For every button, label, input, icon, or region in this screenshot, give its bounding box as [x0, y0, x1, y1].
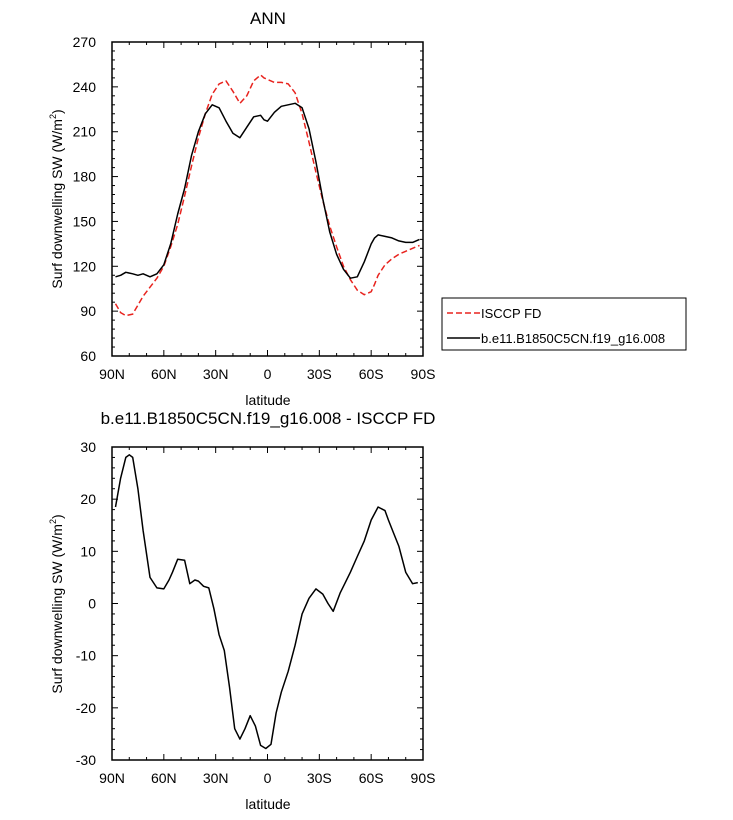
- series-line-isccp: [114, 74, 420, 317]
- x-tick-label: 30S: [307, 366, 332, 382]
- x-tick-label: 0: [264, 366, 272, 382]
- y-tick-label: 150: [73, 213, 97, 229]
- y-tick-label: 10: [80, 543, 96, 559]
- y-tick-label: 30: [80, 439, 96, 455]
- y-tick-label: -10: [76, 648, 96, 664]
- x-axis-label: latitude: [245, 392, 290, 408]
- y-tick-label: 240: [73, 79, 97, 95]
- series-line-model: [115, 102, 420, 279]
- y-axis-label-text: Surf downwelling SW (W/m: [49, 524, 65, 694]
- y-tick-label: 210: [73, 124, 97, 140]
- y-axis-label-text: Surf downwelling SW (W/m: [49, 119, 65, 289]
- legend-label-model: b.e11.B1850C5CN.f19_g16.008: [481, 331, 665, 346]
- x-tick-label: 60N: [151, 366, 177, 382]
- y-tick-label: 270: [73, 34, 97, 50]
- plot-frame: [111, 446, 424, 761]
- y-axis-label-superscript: 2: [48, 114, 58, 119]
- y-axis-label-close: ): [49, 109, 65, 114]
- legend: ISCCP FD b.e11.B1850C5CN.f19_g16.008: [441, 297, 687, 351]
- y-axis-label-close: ): [49, 514, 65, 519]
- axis-ticks: [111, 41, 424, 357]
- y-tick-label: 20: [80, 491, 96, 507]
- panel-bottom: b.e11.B1850C5CN.f19_g16.008 - ISCCP FD 9…: [48, 409, 435, 812]
- plot-frame: [111, 41, 424, 357]
- plot-lines: [114, 454, 418, 750]
- x-tick-label: 30N: [203, 770, 229, 786]
- y-tick-label: 90: [80, 303, 96, 319]
- x-tick-label: 60N: [151, 770, 177, 786]
- x-axis-label: latitude: [245, 796, 290, 812]
- axis-ticks: [111, 446, 424, 761]
- y-axis-label: Surf downwelling SW (W/m2): [48, 109, 65, 288]
- y-axis-label: Surf downwelling SW (W/m2): [48, 514, 65, 693]
- x-tick-label: 90S: [411, 366, 436, 382]
- tick-labels: 90N 60N 30N 0 30S 60S 90S 60 90 120 150 180 210 240 27…: [73, 34, 436, 382]
- y-tick-label: 60: [80, 348, 96, 364]
- legend-label-isccp: ISCCP FD: [481, 306, 541, 321]
- x-tick-label: 90N: [99, 366, 125, 382]
- y-tick-label: 120: [73, 258, 97, 274]
- y-tick-label: -30: [76, 752, 96, 768]
- chart-title: b.e11.B1850C5CN.f19_g16.008 - ISCCP FD: [101, 409, 436, 428]
- legend-box: [441, 297, 687, 351]
- y-axis-label-superscript: 2: [48, 519, 58, 524]
- plot-lines: [114, 74, 420, 317]
- series-line-difference: [114, 454, 418, 750]
- x-tick-label: 90N: [99, 770, 125, 786]
- chart-title: ANN: [250, 9, 286, 28]
- y-tick-label: -20: [76, 700, 96, 716]
- x-tick-label: 30S: [307, 770, 332, 786]
- x-tick-label: 30N: [203, 366, 229, 382]
- y-tick-label: 0: [88, 596, 96, 612]
- x-tick-label: 90S: [411, 770, 436, 786]
- x-tick-label: 60S: [359, 366, 384, 382]
- x-tick-label: 0: [264, 770, 272, 786]
- x-tick-label: 60S: [359, 770, 384, 786]
- tick-labels: 90N 60N 30N 0 30S 60S 90S -30 -20 -10 0 10 20 30: [76, 439, 436, 786]
- y-tick-label: 180: [73, 169, 97, 185]
- panel-top: ANN 90N 60N 30N 0 30S 60S 90S 60 90 120 150 180 210 2…: [48, 9, 687, 408]
